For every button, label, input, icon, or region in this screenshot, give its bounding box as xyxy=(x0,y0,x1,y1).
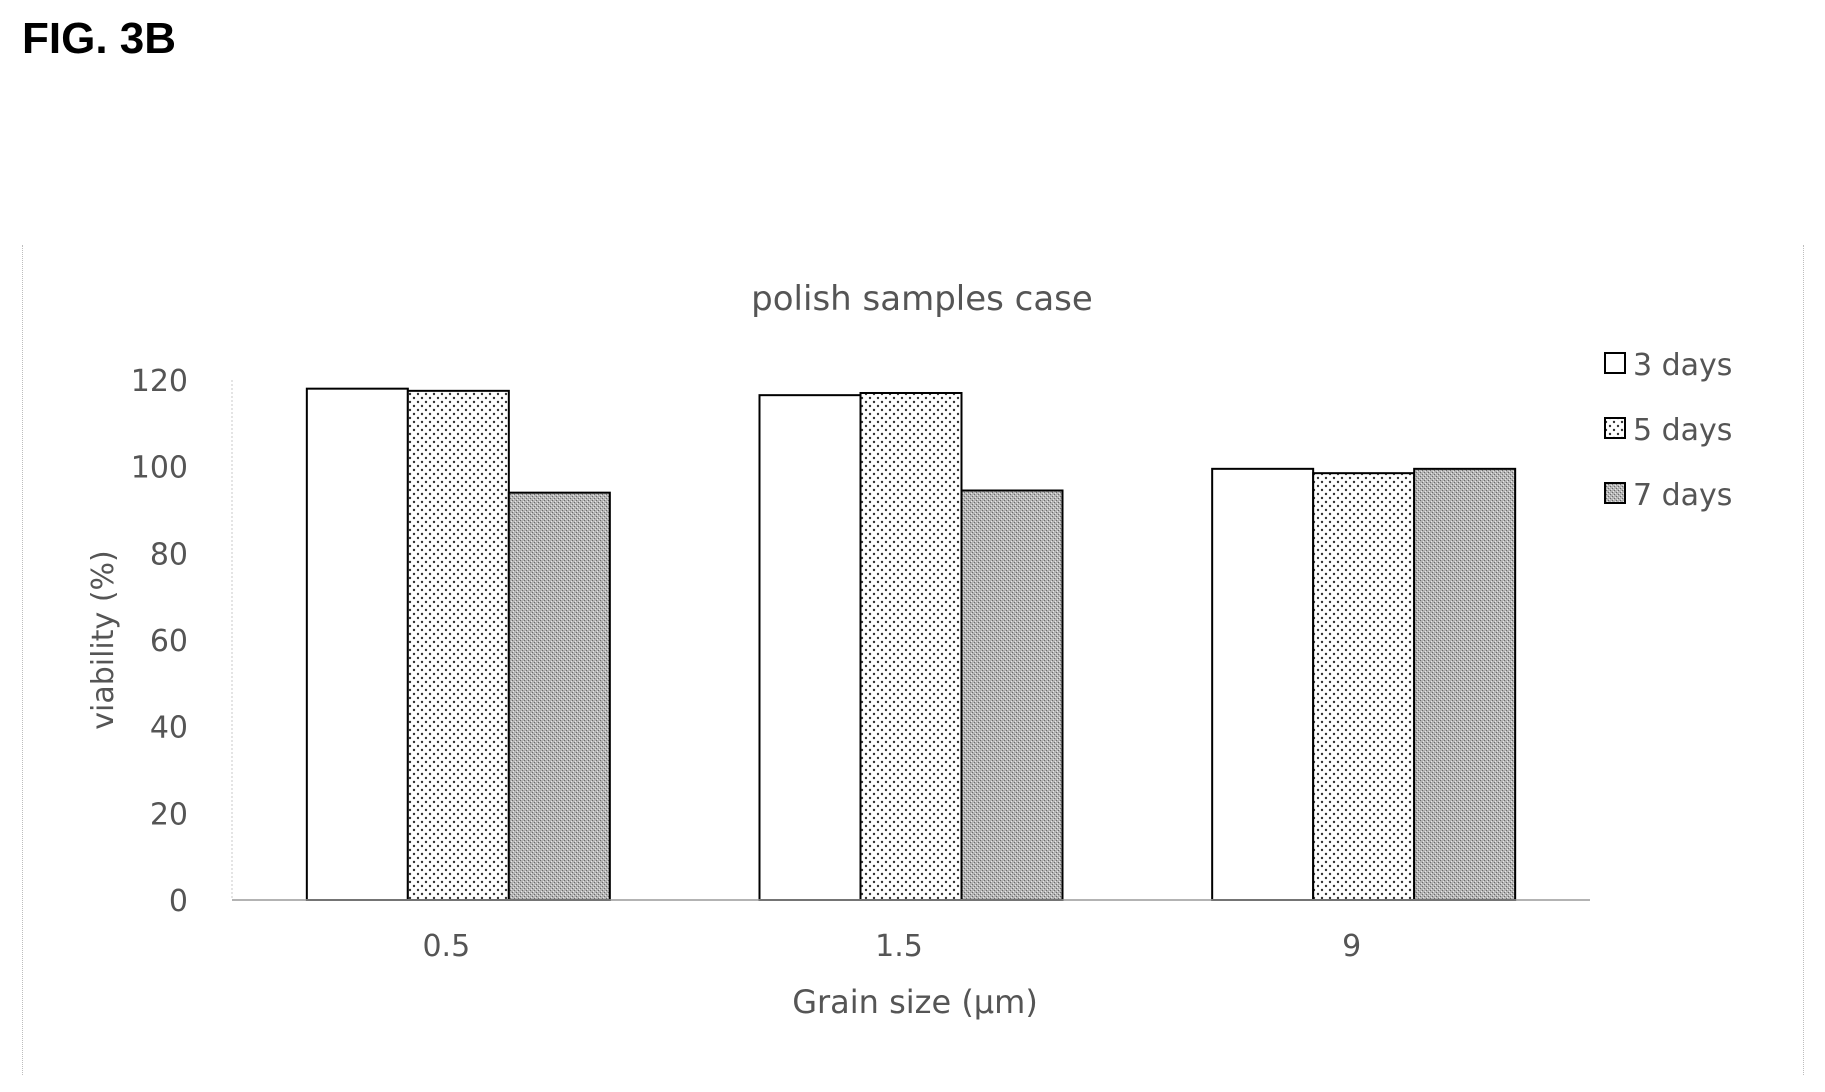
legend-label: 5 days xyxy=(1633,413,1732,448)
legend: 3 days 5 days 7 days xyxy=(1604,348,1732,513)
bar-3-days-0.5 xyxy=(305,387,409,901)
figure-label: FIG. 3B xyxy=(22,14,177,63)
bar-7-days-0.5 xyxy=(507,491,611,901)
bar-5-days-9 xyxy=(1312,472,1416,901)
legend-label: 7 days xyxy=(1633,478,1732,513)
y-tick-label: 100 xyxy=(131,451,188,486)
legend-swatch xyxy=(1604,417,1626,439)
chart-frame xyxy=(22,245,1804,1075)
bar-5-days-1.5 xyxy=(859,392,963,901)
legend-swatch xyxy=(1604,482,1626,504)
legend-swatch xyxy=(1604,352,1626,374)
chart-title: polish samples case xyxy=(751,279,1093,319)
y-tick-label: 40 xyxy=(150,711,188,746)
y-tick-label: 60 xyxy=(150,624,188,659)
y-tick-label: 120 xyxy=(131,364,188,399)
y-axis-label: viability (%) xyxy=(86,550,121,730)
legend-label: 3 days xyxy=(1633,348,1732,383)
y-tick-label: 20 xyxy=(150,797,188,832)
y-tick-label: 0 xyxy=(169,884,188,919)
y-tick-label: 80 xyxy=(150,537,188,572)
bar-7-days-1.5 xyxy=(960,489,1064,901)
bar-3-days-1.5 xyxy=(758,394,862,901)
x-tick-label: 1.5 xyxy=(875,929,923,964)
bar-5-days-0.5 xyxy=(406,389,510,901)
y-axis-ticks: 0 20 40 60 80 100 120 xyxy=(131,364,188,919)
x-tick-label: 0.5 xyxy=(422,929,470,964)
bar-3-days-9 xyxy=(1211,467,1315,901)
x-tick-label: 9 xyxy=(1342,929,1361,964)
bar-series xyxy=(305,387,1517,901)
x-axis-ticks: 0.5 1.5 9 xyxy=(422,929,1361,964)
bar-7-days-9 xyxy=(1413,467,1517,901)
x-axis-label: Grain size (µm) xyxy=(792,983,1038,1021)
